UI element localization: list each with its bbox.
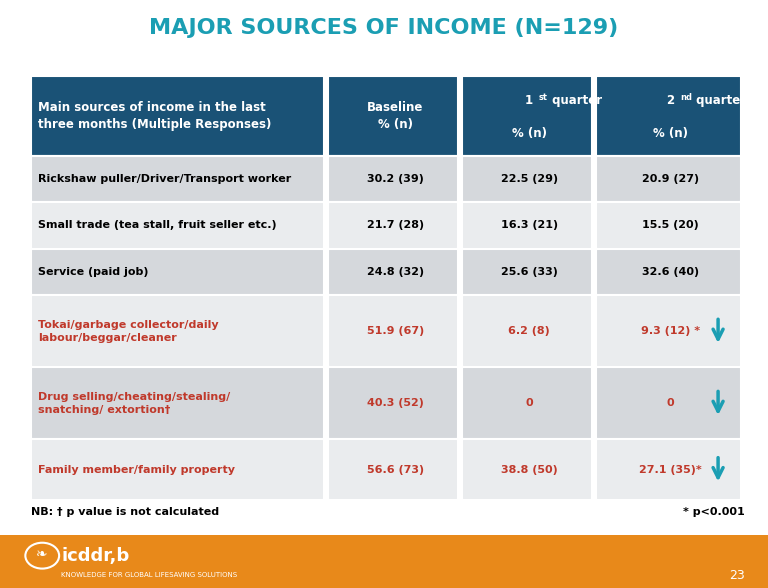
- Text: icddr,b: icddr,b: [61, 547, 130, 564]
- Text: MAJOR SOURCES OF INCOME (N=129): MAJOR SOURCES OF INCOME (N=129): [149, 18, 619, 38]
- Text: quarter: quarter: [692, 93, 746, 106]
- FancyBboxPatch shape: [329, 249, 458, 295]
- Text: NB: † p value is not calculated: NB: † p value is not calculated: [31, 507, 219, 517]
- FancyBboxPatch shape: [329, 156, 458, 202]
- Text: % (n): % (n): [511, 127, 547, 140]
- Text: 24.8 (32): 24.8 (32): [366, 267, 424, 277]
- Text: 16.3 (21): 16.3 (21): [501, 220, 558, 230]
- Text: Baseline
% (n): Baseline % (n): [367, 101, 423, 131]
- Text: quarter: quarter: [548, 93, 603, 106]
- Text: 56.6 (73): 56.6 (73): [366, 465, 424, 475]
- Text: 27.1 (35)*: 27.1 (35)*: [639, 465, 702, 475]
- Text: 0: 0: [667, 398, 674, 408]
- FancyBboxPatch shape: [596, 439, 741, 500]
- Text: 30.2 (39): 30.2 (39): [367, 174, 424, 184]
- FancyBboxPatch shape: [462, 76, 592, 156]
- FancyBboxPatch shape: [596, 156, 741, 202]
- Text: 51.9 (67): 51.9 (67): [366, 326, 424, 336]
- FancyBboxPatch shape: [329, 439, 458, 500]
- Text: Rickshaw puller/Driver/Transport worker: Rickshaw puller/Driver/Transport worker: [38, 174, 292, 184]
- FancyBboxPatch shape: [31, 295, 324, 368]
- Text: Service (paid job): Service (paid job): [38, 267, 149, 277]
- FancyBboxPatch shape: [462, 202, 592, 249]
- Text: nd: nd: [680, 93, 692, 102]
- Text: st: st: [538, 93, 548, 102]
- Text: 22.5 (29): 22.5 (29): [501, 174, 558, 184]
- Text: KNOWLEDGE FOR GLOBAL LIFESAVING SOLUTIONS: KNOWLEDGE FOR GLOBAL LIFESAVING SOLUTION…: [61, 572, 237, 578]
- FancyBboxPatch shape: [31, 202, 324, 249]
- Text: 0: 0: [525, 398, 533, 408]
- FancyBboxPatch shape: [31, 156, 324, 202]
- Text: 20.9 (27): 20.9 (27): [642, 174, 699, 184]
- Text: 9.3 (12) *: 9.3 (12) *: [641, 326, 700, 336]
- Text: Family member/family property: Family member/family property: [38, 465, 236, 475]
- FancyBboxPatch shape: [31, 368, 324, 439]
- FancyBboxPatch shape: [31, 249, 324, 295]
- FancyBboxPatch shape: [596, 368, 741, 439]
- FancyBboxPatch shape: [596, 249, 741, 295]
- Text: 38.8 (50): 38.8 (50): [501, 465, 558, 475]
- Text: 1: 1: [525, 93, 533, 106]
- FancyBboxPatch shape: [596, 76, 741, 156]
- Text: Drug selling/cheating/stealing/
snatching/ extortion†: Drug selling/cheating/stealing/ snatchin…: [38, 392, 230, 415]
- Text: 21.7 (28): 21.7 (28): [366, 220, 424, 230]
- Text: 2: 2: [667, 93, 674, 106]
- Text: Main sources of income in the last
three months (Multiple Responses): Main sources of income in the last three…: [38, 101, 272, 131]
- Text: 25.6 (33): 25.6 (33): [501, 267, 558, 277]
- FancyBboxPatch shape: [462, 439, 592, 500]
- FancyBboxPatch shape: [31, 439, 324, 500]
- Text: 32.6 (40): 32.6 (40): [642, 267, 699, 277]
- Text: 15.5 (20): 15.5 (20): [642, 220, 699, 230]
- FancyBboxPatch shape: [329, 76, 458, 156]
- Text: 23: 23: [729, 569, 745, 582]
- FancyBboxPatch shape: [596, 202, 741, 249]
- FancyBboxPatch shape: [329, 368, 458, 439]
- FancyBboxPatch shape: [462, 368, 592, 439]
- FancyBboxPatch shape: [31, 76, 324, 156]
- Text: % (n): % (n): [653, 127, 688, 140]
- Text: ❧: ❧: [36, 547, 48, 562]
- FancyBboxPatch shape: [462, 249, 592, 295]
- FancyBboxPatch shape: [462, 156, 592, 202]
- FancyBboxPatch shape: [0, 535, 768, 588]
- FancyBboxPatch shape: [596, 295, 741, 368]
- Text: Small trade (tea stall, fruit seller etc.): Small trade (tea stall, fruit seller etc…: [38, 220, 277, 230]
- FancyBboxPatch shape: [462, 295, 592, 368]
- FancyBboxPatch shape: [329, 295, 458, 368]
- Text: 6.2 (8): 6.2 (8): [508, 326, 550, 336]
- FancyBboxPatch shape: [329, 202, 458, 249]
- Text: * p<0.001: * p<0.001: [684, 507, 745, 517]
- Text: Tokai/garbage collector/daily
labour/beggar/cleaner: Tokai/garbage collector/daily labour/beg…: [38, 319, 219, 343]
- Text: 40.3 (52): 40.3 (52): [367, 398, 424, 408]
